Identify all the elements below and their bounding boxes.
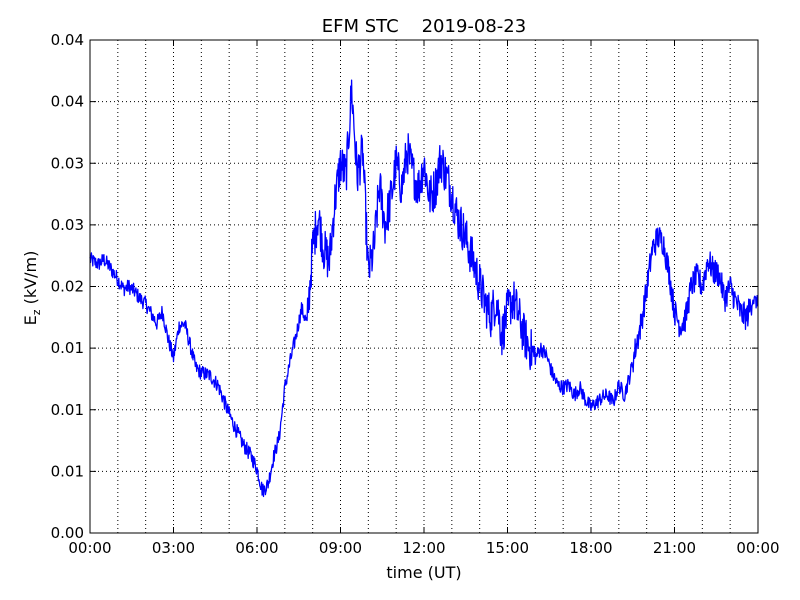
x-tick-label: 03:00 (152, 539, 195, 557)
y-tick-label: 0.03 (51, 216, 84, 234)
y-tick-label: 0.03 (51, 154, 84, 172)
x-tick-label: 12:00 (402, 539, 445, 557)
x-tick-label: 00:00 (736, 539, 779, 557)
x-tick-label: 06:00 (235, 539, 278, 557)
y-tick-label: 0.01 (51, 462, 84, 480)
y-tick-label: 0.02 (51, 278, 84, 296)
y-tick-label: 0.00 (51, 524, 84, 542)
data-layer (89, 79, 759, 498)
chart-title: EFM STC 2019-08-23 (322, 16, 526, 37)
y-axis-label-unit: (kV/m) (21, 251, 40, 310)
x-tick-label: 15:00 (486, 539, 529, 557)
x-tick-labels: 00:00 03:00 06:00 09:00 12:00 15:00 18:00 21:00… (68, 539, 779, 557)
x-axis-label: time (UT) (386, 563, 461, 582)
y-axis-label: Ez (kV/m) (21, 251, 43, 326)
axis-ticks (89, 39, 759, 534)
y-tick-label: 0.01 (51, 339, 84, 357)
x-tick-label: 21:00 (653, 539, 696, 557)
x-tick-label: 00:00 (68, 539, 111, 557)
y-tick-label: 0.01 (51, 401, 84, 419)
y-tick-label: 0.04 (51, 93, 84, 111)
series-line-ez (89, 79, 759, 498)
x-tick-label: 18:00 (569, 539, 612, 557)
y-axis-label-main: E (21, 315, 40, 325)
y-axis-label-subscript: z (30, 309, 43, 315)
y-tick-labels: 0.00 0.01 0.01 0.01 0.02 0.03 0.03 0.04 0.04 (51, 31, 84, 542)
y-tick-label: 0.04 (51, 31, 84, 49)
x-tick-label: 09:00 (319, 539, 362, 557)
